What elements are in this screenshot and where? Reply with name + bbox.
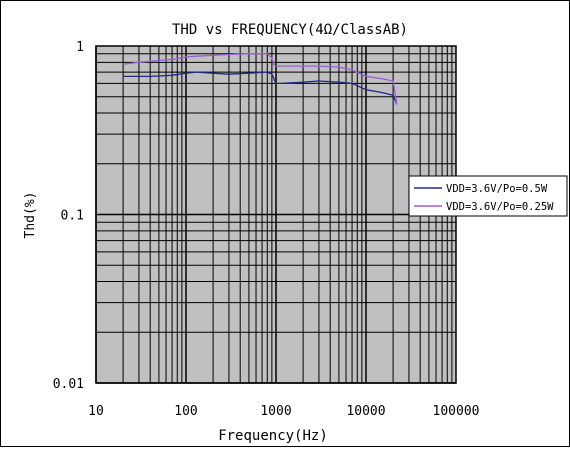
series-line [123,53,398,105]
chart-title: THD vs FREQUENCY(4Ω/ClassAB) [172,22,408,38]
legend-label: VDD=3.6V/Po=0.5W [446,183,548,195]
x-axis-label: Frequency(Hz) [218,428,328,444]
y-tick-label: 0.1 [61,209,84,224]
x-tick-label: 1000 [260,404,291,419]
grid-lines [95,46,456,384]
series-line [123,71,398,105]
legend-box [408,175,568,217]
series-layer [123,53,398,105]
x-tick-label: 100 [174,404,197,419]
x-tick-label: 10000 [346,404,385,419]
y-tick-label: 1 [76,40,84,55]
x-tick-label: 10 [88,404,104,419]
x-tick-labels: 10 100 1000 10000 100000 [88,404,479,419]
y-axis-label: Thd(%) [23,192,38,239]
legend-label: VDD=3.6V/Po=0.25W [446,201,554,213]
y-tick-labels: 1 0.1 0.01 [53,40,84,392]
y-tick-label: 0.01 [53,377,84,392]
x-tick-label: 100000 [433,404,480,419]
legend: VDD=3.6V/Po=0.5W VDD=3.6V/Po=0.25W [408,175,568,217]
